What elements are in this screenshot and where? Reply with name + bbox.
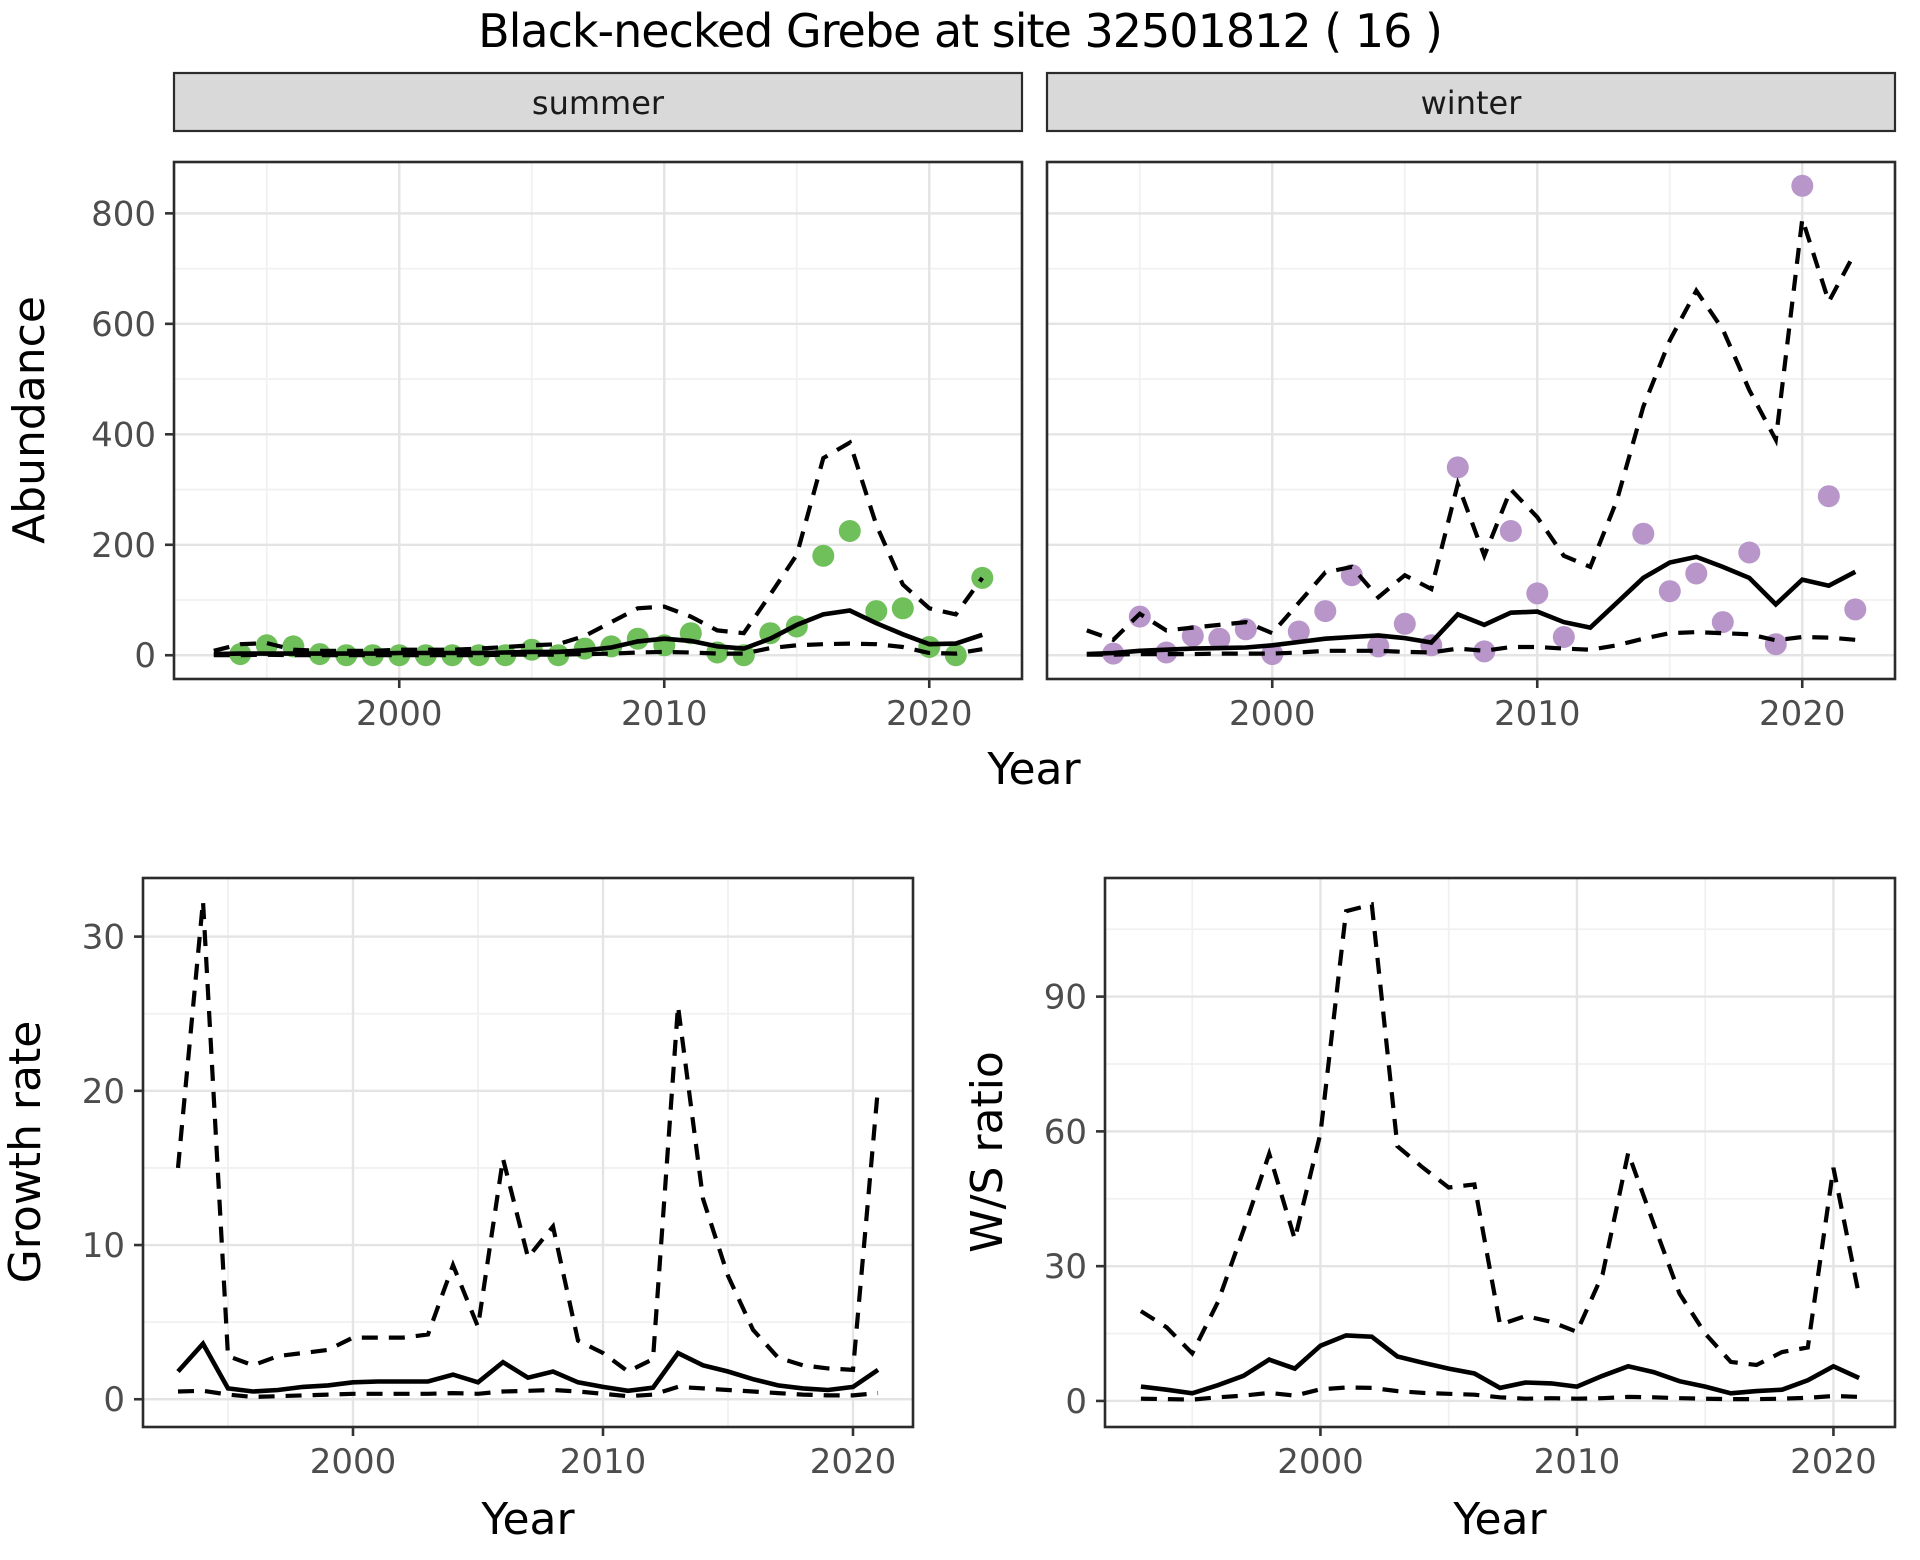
summer-data-point — [838, 520, 861, 542]
panel-abundance-summer: 2000 2010 2020 0 200 400 600 800 summer — [91, 71, 1024, 734]
panel-background — [174, 162, 1022, 679]
y-axis-title-growth: Growth rate — [0, 1021, 51, 1284]
upper-ci-line — [1139, 901, 1862, 1368]
panel-abundance-winter: 2000 2010 2020 winter — [1045, 71, 1897, 734]
y-tick-label: 600 — [91, 305, 156, 345]
upper-ci-line — [175, 900, 881, 1374]
y-tick-label: 800 — [91, 194, 156, 234]
model-estimate-line — [213, 608, 984, 657]
winter-data-point — [1499, 520, 1522, 542]
y-tick-label: 30 — [82, 918, 125, 958]
x-tick-label: 2010 — [560, 1442, 647, 1482]
winter-data-point — [1817, 485, 1840, 508]
winter-data-point — [1473, 640, 1496, 663]
winter-data-point — [1658, 580, 1681, 603]
winter-data-point — [1711, 611, 1734, 634]
x-tick-label: 2000 — [356, 694, 443, 734]
summer-data-point — [865, 600, 888, 623]
model-estimate-line — [1140, 1333, 1861, 1396]
winter-data-point — [1208, 627, 1231, 650]
model-estimate-line — [1086, 554, 1857, 657]
model-estimate-line — [176, 1339, 880, 1394]
x-tick-label: 2010 — [1494, 694, 1581, 734]
facet-label-summer: summer — [532, 84, 665, 122]
winter-data-point — [1393, 612, 1416, 635]
winter-data-point — [1367, 635, 1390, 658]
y-axis-title-abundance: Abundance — [4, 296, 55, 544]
lower-ci-line — [213, 641, 983, 658]
x-tick-label: 2020 — [1790, 1442, 1877, 1482]
winter-data-point — [1738, 541, 1761, 564]
y-tick-label: 10 — [82, 1226, 125, 1266]
x-axis-title-growth: Year — [480, 1494, 575, 1545]
summer-data-point — [891, 597, 914, 620]
winter-data-point — [1791, 174, 1814, 197]
x-tick-label: 2000 — [310, 1442, 397, 1482]
summer-data-point — [494, 644, 517, 667]
panel-border — [172, 160, 1024, 681]
x-axis-title-ws: Year — [1452, 1494, 1547, 1545]
upper-ci-line — [1086, 218, 1858, 643]
winter-data-point — [1155, 641, 1178, 664]
lower-ci-line — [1086, 629, 1856, 657]
winter-data-point — [1314, 600, 1337, 623]
panel-ws-ratio: 2000 2010 2020 0 30 60 90 — [1044, 876, 1897, 1482]
panel-growth-rate: 2000 2010 2020 0 10 20 30 — [82, 876, 915, 1482]
facet-label-winter: winter — [1421, 84, 1523, 122]
y-tick-label: 90 — [1044, 978, 1087, 1018]
winter-data-point — [1632, 522, 1655, 545]
y-axis-title-ws: W/S ratio — [962, 1051, 1013, 1253]
y-tick-label: 20 — [82, 1072, 125, 1112]
lower-ci-line — [177, 1384, 879, 1400]
y-tick-label: 400 — [91, 415, 156, 455]
axis-titles: Year Abundance Year Year Growth rate W/S rati… — [0, 296, 1547, 1545]
y-tick-label: 60 — [1044, 1112, 1087, 1152]
panel-border — [141, 876, 915, 1429]
winter-data-point — [1526, 582, 1549, 605]
y-tick-label: 0 — [134, 636, 156, 676]
figure-title: Black-necked Grebe at site 32501812 ( 16… — [478, 4, 1443, 58]
y-tick-label: 0 — [103, 1380, 125, 1420]
x-tick-label: 2000 — [1229, 694, 1316, 734]
winter-data-point — [1552, 626, 1575, 648]
winter-data-point — [1685, 562, 1708, 585]
x-tick-label: 2010 — [621, 694, 708, 734]
winter-data-point — [1287, 620, 1310, 643]
summer-data-point — [255, 634, 278, 657]
lower-ci-line — [1140, 1385, 1860, 1402]
y-tick-label: 200 — [91, 526, 156, 566]
summer-data-point — [812, 544, 835, 567]
winter-data-point — [1446, 456, 1469, 479]
x-tick-label: 2020 — [886, 694, 973, 734]
x-axis-title-top: Year — [986, 744, 1081, 795]
x-tick-label: 2020 — [810, 1442, 897, 1482]
x-tick-label: 2000 — [1277, 1442, 1364, 1482]
y-tick-label: 30 — [1044, 1247, 1087, 1287]
y-tick-label: 0 — [1065, 1382, 1087, 1422]
upper-ci-line — [213, 439, 984, 653]
panel-background — [143, 878, 913, 1427]
panel-background — [1047, 162, 1895, 679]
winter-data-point — [1844, 598, 1867, 621]
winter-data-point — [1261, 643, 1284, 666]
winter-data-point — [1181, 624, 1204, 647]
panel-border — [1103, 876, 1897, 1429]
panel-background — [1105, 878, 1895, 1427]
facet-strip-summer — [172, 71, 1024, 133]
panel-border — [1045, 160, 1897, 681]
x-tick-label: 2020 — [1759, 694, 1846, 734]
x-tick-label: 2010 — [1534, 1442, 1621, 1482]
facet-strip-winter — [1045, 71, 1897, 133]
